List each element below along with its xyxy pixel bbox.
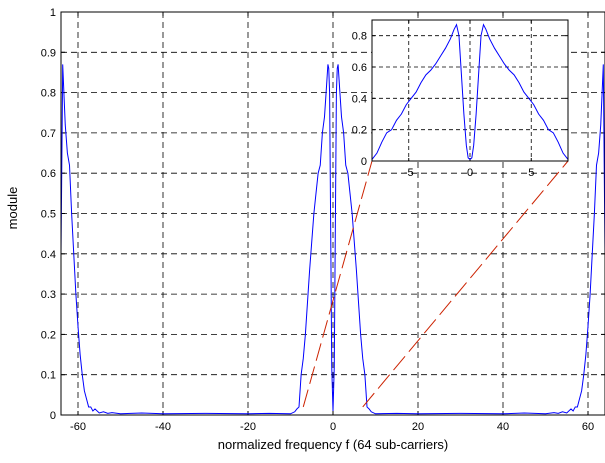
inset-series-line (371, 23, 569, 161)
zoom-lines (302, 160, 569, 408)
main-y-tick-label: 0.1 (41, 370, 56, 382)
main-x-tick-label: -60 (70, 421, 86, 433)
y-axis-label: module (5, 187, 20, 230)
inset-y-tick-labels: 0 0.2 0.4 0.6 0.8 (352, 31, 367, 168)
main-x-tick-label: -20 (240, 421, 256, 433)
main-x-tick-label: 40 (497, 421, 509, 433)
inset-y-tick-label: 0.6 (352, 62, 367, 74)
inset-x-tick-label: 0 (467, 167, 473, 179)
main-x-tick-labels: -60 -40 -20 0 20 40 60 (70, 421, 594, 433)
inset-y-tick-label: 0.4 (352, 93, 367, 105)
main-x-tick-label: 20 (412, 421, 424, 433)
x-axis-label: normalized frequency f (64 sub-carriers) (218, 437, 448, 452)
main-x-tick-label: 60 (582, 421, 594, 433)
inset-y-tick-label: 0.8 (352, 31, 367, 43)
inset-axes-frame (371, 19, 569, 162)
main-y-tick-label: 1 (50, 7, 56, 19)
main-axes-frame (60, 11, 605, 416)
main-y-tick-label: 0.8 (41, 88, 56, 100)
inset-x-tick-label: 5 (528, 167, 534, 179)
main-y-tick-label: 0.6 (41, 168, 56, 180)
main-series-line (60, 64, 605, 415)
inset-y-tick-label: 0.2 (352, 125, 367, 137)
zoom-connector-line (302, 160, 373, 408)
main-x-tick-label: 0 (330, 421, 336, 433)
main-y-tick-label: 0 (50, 410, 56, 422)
zoom-connector-line (362, 160, 569, 408)
inset-axes: -5 0 5 0 0.2 0.4 0.6 0.8 (352, 19, 569, 179)
main-y-tick-labels: 0 0.1 0.2 0.3 0.4 0.5 0.6 0.7 0.8 0.9 1 (41, 7, 56, 422)
main-y-tick-label: 0.7 (41, 128, 56, 140)
main-y-tick-label: 0.5 (41, 209, 56, 221)
main-y-tick-label: 0.4 (41, 249, 56, 261)
main-y-tick-label: 0.2 (41, 329, 56, 341)
inset-x-tick-label: -5 (404, 167, 414, 179)
inset-y-tick-label: 0 (361, 156, 367, 168)
inset-grid (372, 20, 568, 161)
inset-x-tick-labels: -5 0 5 (404, 167, 534, 179)
main-x-tick-label: -40 (155, 421, 171, 433)
main-y-tick-label: 0.9 (41, 47, 56, 59)
main-y-tick-label: 0.3 (41, 289, 56, 301)
